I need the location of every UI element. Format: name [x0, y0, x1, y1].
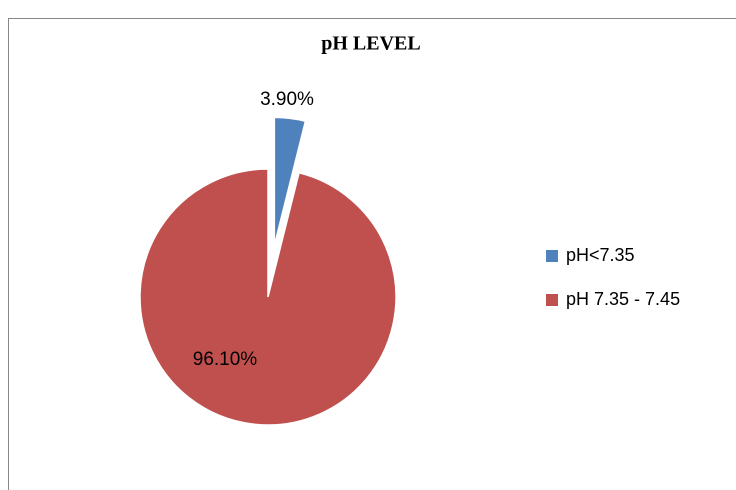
chart-title: pH LEVEL: [321, 33, 420, 55]
legend-label: pH 7.35 - 7.45: [566, 289, 680, 309]
legend-swatch: [546, 250, 558, 262]
legend-label: pH<7.35: [566, 245, 635, 265]
data-label: 3.90%: [260, 89, 314, 110]
data-label: 96.10%: [193, 349, 258, 370]
pie-slice: [139, 168, 397, 426]
legend-swatch: [546, 294, 558, 306]
pie-slice: [273, 116, 307, 246]
